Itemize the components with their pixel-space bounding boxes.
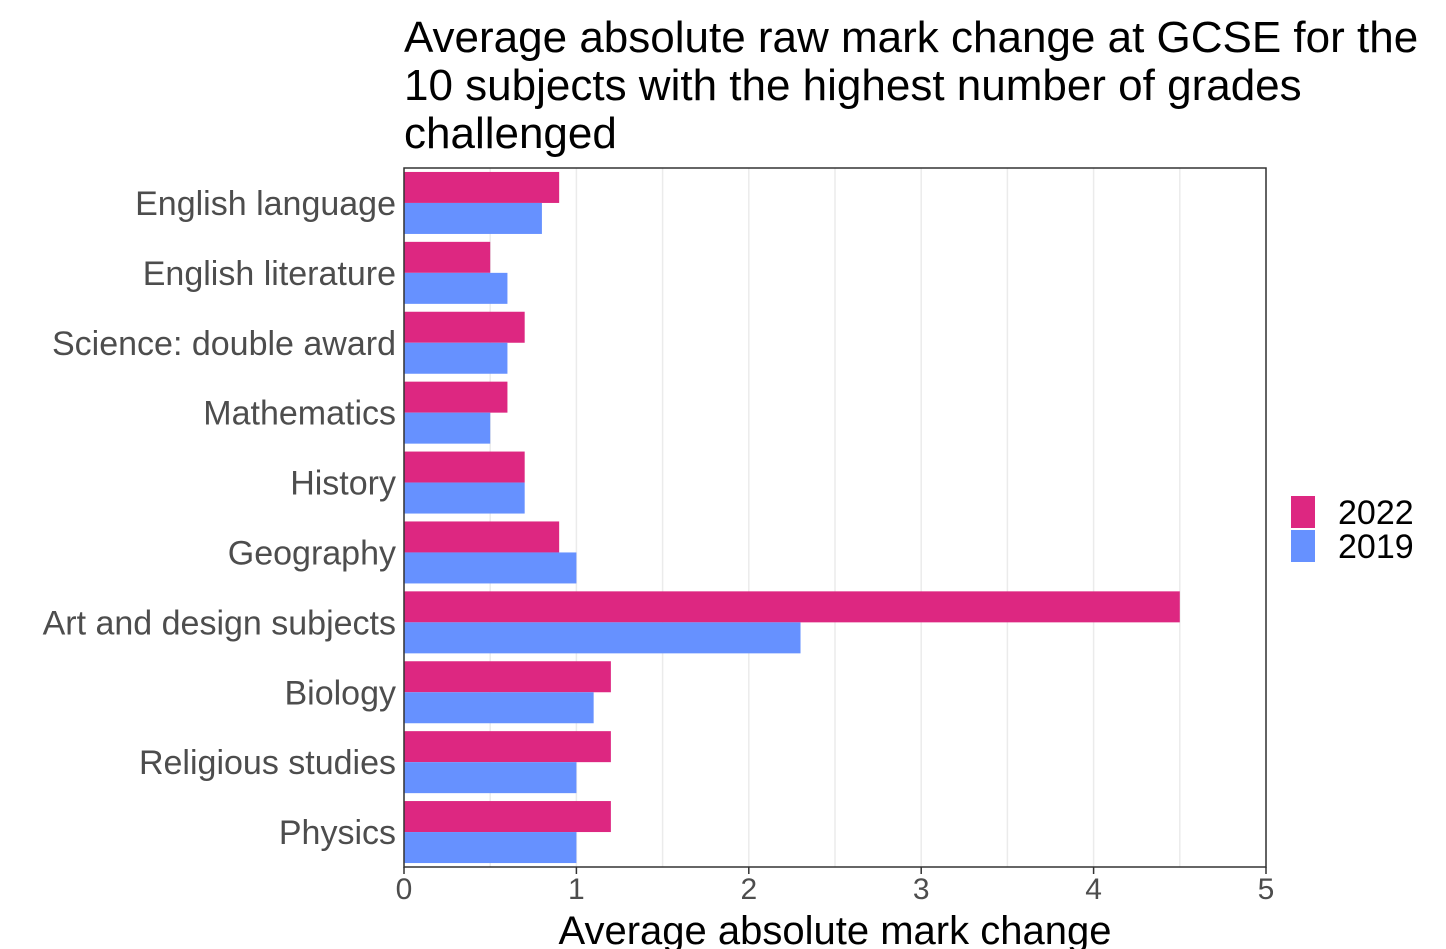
y-tick-label: Art and design subjects [43, 604, 396, 642]
bar-2022-3 [404, 381, 508, 413]
legend-label-2019: 2019 [1338, 528, 1414, 566]
y-tick-label: English literature [143, 255, 396, 293]
y-tick-label: Religious studies [139, 744, 396, 782]
bar-2019-5 [404, 552, 577, 584]
bars [404, 171, 1180, 864]
bar-2022-5 [404, 521, 560, 553]
y-axis-tick-labels: English language English literature Scienc… [43, 185, 396, 852]
legend-label-2022: 2022 [1338, 494, 1414, 532]
y-tick-label: Biology [284, 674, 396, 712]
x-axis-label: Average absolute mark change [559, 909, 1112, 949]
bar-2022-0 [404, 171, 560, 203]
bar-2022-8 [404, 731, 611, 763]
bar-2019-6 [404, 622, 801, 654]
x-tick-label: 1 [568, 873, 585, 906]
legend-swatch-2019 [1291, 530, 1315, 562]
bar-2022-1 [404, 241, 491, 273]
bar-2019-1 [404, 272, 508, 304]
y-tick-label: Geography [228, 534, 396, 572]
chart-title: Average absolute raw mark change at GCSE… [404, 14, 1444, 158]
bar-2019-7 [404, 692, 594, 724]
x-tick-label: 2 [740, 873, 757, 906]
y-tick-label: English language [135, 185, 396, 223]
plot-panel-border [403, 167, 1267, 868]
chart-title-line-2: 10 subjects with the highest number of g… [404, 61, 1302, 110]
y-tick-label: Science: double award [52, 325, 396, 363]
y-tick-label: Mathematics [203, 395, 396, 433]
bar-2022-7 [404, 661, 611, 693]
x-tick-label: 4 [1085, 873, 1102, 906]
bar-2022-9 [404, 801, 611, 833]
x-tick-label: 5 [1258, 873, 1275, 906]
bar-2019-8 [404, 762, 577, 794]
bar-2022-4 [404, 451, 525, 483]
chart-title-line-3: challenged [404, 109, 617, 158]
bar-2019-3 [404, 412, 491, 444]
bar-2019-2 [404, 342, 508, 374]
y-tick-label: Physics [279, 814, 396, 852]
x-tick-label: 0 [396, 873, 413, 906]
bar-2019-4 [404, 482, 525, 514]
bar-2019-0 [404, 202, 542, 234]
chart-title-line-1: Average absolute raw mark change at GCSE… [404, 13, 1419, 62]
x-axis-tick-labels: 0 1 2 3 4 5 [396, 867, 1275, 906]
legend-swatch-2022 [1291, 496, 1315, 528]
bar-2019-9 [404, 832, 577, 864]
y-tick-label: History [290, 465, 396, 503]
x-tick-label: 3 [913, 873, 930, 906]
bar-2022-6 [404, 591, 1180, 623]
bar-2022-2 [404, 311, 525, 343]
